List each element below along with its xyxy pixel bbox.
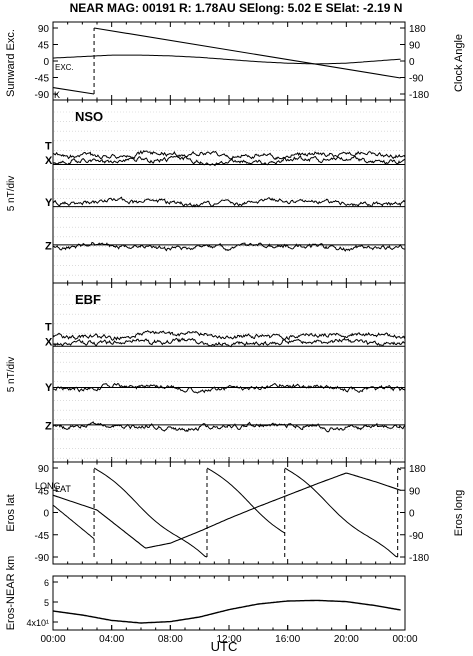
ebf-trace-t (52, 329, 406, 341)
ebf-trace-x (52, 337, 405, 348)
clock-angle-line (94, 27, 401, 79)
ebf-ylabel: 5 nT/div (6, 357, 17, 393)
sunward-left-tick-label: -45 (35, 74, 50, 85)
eros-right-tick-label: -180 (409, 553, 429, 564)
x-axis-label: UTC (211, 639, 238, 654)
sunward-left-axis-label: Sunward Exc. (5, 29, 17, 97)
sunward-right-axis-label: Clock Angle (453, 34, 465, 92)
eros-left-tick-label: -90 (35, 553, 50, 564)
sunward-frame (52, 21, 406, 101)
eros-long-line (206, 467, 285, 534)
ebf-component-label-x: X (45, 336, 53, 348)
sunward-left-tick-label: 0 (43, 57, 49, 68)
x-tick-label: 00:00 (392, 634, 417, 645)
nso-component-label-x: X (45, 155, 53, 167)
eros-frame (52, 461, 406, 565)
eros-left-axis-label: Eros lat (5, 494, 17, 531)
eros-long-line (284, 467, 398, 558)
x-tick-label: 12:00 (216, 634, 241, 645)
distance-left-tick-label: 5 (44, 598, 49, 608)
eros-right-axis-label: Eros long (453, 490, 465, 536)
nso-trace-y (52, 196, 406, 208)
clock-angle-line (52, 87, 95, 95)
distance-left-tick-label: 4x10¹ (26, 618, 49, 628)
eros-right-tick-label: 90 (409, 486, 421, 497)
ebf-title: EBF (75, 292, 101, 307)
x-tick-label: 16:00 (275, 634, 300, 645)
nso-trace-t (52, 150, 406, 161)
eros-long-line (93, 467, 208, 558)
sunward-left-tick-label: 45 (38, 41, 50, 52)
sunward-right-tick-label: -90 (409, 74, 424, 85)
x-tick-label: 00:00 (40, 634, 65, 645)
ebf-trace-y (52, 382, 406, 394)
nso-component-label-t: T (45, 141, 52, 153)
eros-left-tick-label: 0 (43, 509, 49, 520)
sunward-right-tick-label: -180 (409, 90, 429, 101)
distance-left-tick-label: 6 (44, 578, 49, 588)
nso-component-label-y: Y (45, 197, 53, 209)
eros-long-series-label: LONG (35, 481, 61, 491)
eros-right-tick-label: 180 (409, 464, 426, 475)
sunward-left-tick-label: 90 (38, 24, 50, 35)
sunward-right-tick-label: 90 (409, 41, 421, 52)
sunward-left-tick-label: -90 (35, 90, 50, 101)
nso-trace-z (52, 241, 406, 252)
x-tick-label: 08:00 (158, 634, 183, 645)
sunward-right-tick-label: 180 (409, 24, 426, 35)
eros-long-line (52, 504, 95, 540)
nso-title: NSO (75, 109, 103, 124)
chart-layer: 00:00 04:00 08:00 12:00 16:00 20:00 00:00 90 45 0… (5, 21, 465, 645)
eros-lat-series-label: LAT (55, 484, 71, 494)
ebf-frame (52, 282, 406, 463)
eros-right-tick-label: -90 (409, 531, 424, 542)
plot-header: NEAR MAG: 00191 R: 1.78AU SElong: 5.02 E… (70, 1, 403, 15)
sunward-right-tick-label: 0 (409, 57, 415, 68)
nso-component-label-z: Z (45, 241, 52, 253)
ebf-component-label-y: Y (45, 382, 53, 394)
ebf-component-label-z: Z (45, 421, 52, 433)
distance-left-axis-label: Eros-NEAR km (5, 556, 17, 631)
exc-series-label: EXC. (55, 63, 74, 72)
eros-left-tick-label: -45 (35, 531, 50, 542)
x-tick-label: 04:00 (99, 634, 124, 645)
eros-long-line (397, 467, 402, 471)
clock-series-label: K (54, 90, 60, 100)
ebf-component-label-t: T (45, 321, 52, 333)
exc-line (52, 54, 401, 65)
x-tick-label: 20:00 (334, 634, 359, 645)
eros-right-tick-label: 0 (409, 509, 415, 520)
nso-ylabel: 5 nT/div (6, 176, 17, 212)
eros-near-distance-line (52, 599, 401, 624)
eros-left-tick-label: 90 (38, 464, 50, 475)
nso-frame (52, 99, 406, 284)
eros-lat-line (52, 472, 401, 549)
eros-left-tick-label: 45 (38, 486, 50, 497)
ebf-trace-z (52, 421, 406, 433)
nso-trace-x (52, 154, 406, 167)
